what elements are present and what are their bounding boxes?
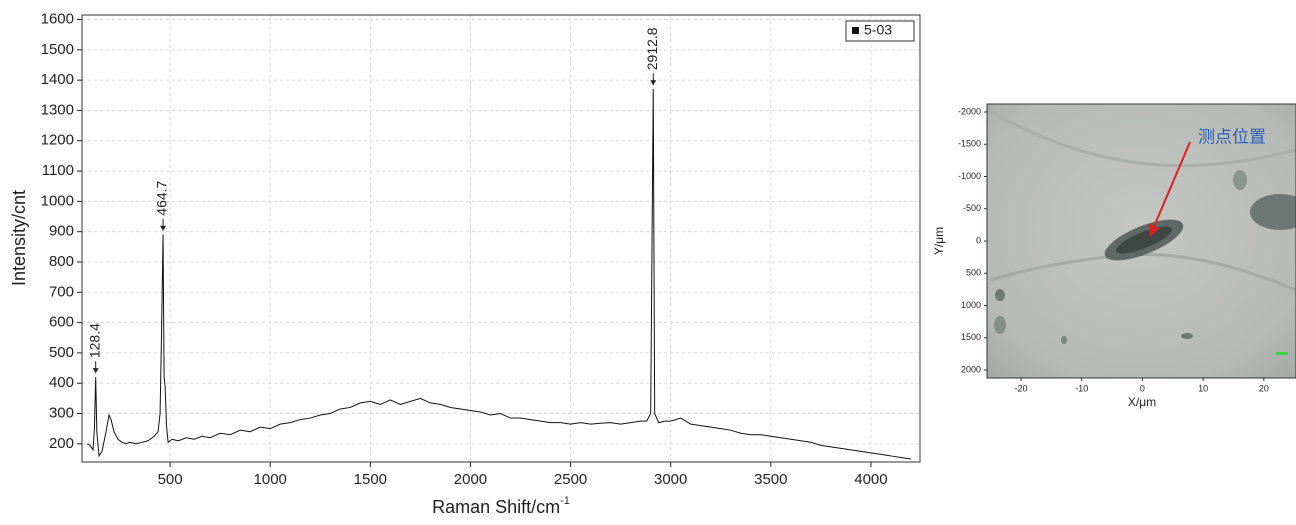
y-tick-label: 1600 bbox=[41, 11, 74, 28]
x-tick-label: 3500 bbox=[754, 471, 787, 488]
y-tick-label: 900 bbox=[49, 223, 74, 240]
x-axis-label: Raman Shift/cm-1 bbox=[432, 495, 570, 517]
y-tick-label: 400 bbox=[49, 374, 74, 391]
y-tick-label: -1000 bbox=[958, 171, 981, 181]
y-tick-label: 1400 bbox=[41, 71, 74, 88]
y-tick-label: 0 bbox=[976, 235, 981, 245]
peak-label: 128.4 bbox=[86, 323, 102, 358]
peak-arrowhead bbox=[92, 368, 99, 374]
y-tick-label: 200 bbox=[49, 435, 74, 452]
legend: 5-03 bbox=[845, 20, 915, 42]
peak-label: 2912.8 bbox=[644, 27, 660, 70]
y-tick-label: 1100 bbox=[42, 162, 74, 179]
y-tick-label: 300 bbox=[49, 404, 74, 421]
y-axis-label: Intensity/cnt bbox=[9, 190, 29, 286]
legend-label: 5-03 bbox=[864, 22, 892, 38]
x-tick-label: 1000 bbox=[254, 471, 287, 488]
plot-frame bbox=[81, 14, 921, 463]
y-tick-label: 800 bbox=[49, 253, 74, 270]
spectrum-line bbox=[86, 89, 912, 460]
peak-label: 464.7 bbox=[154, 180, 170, 215]
y-tick-label: 500 bbox=[966, 268, 981, 278]
x-tick-label: 20 bbox=[1259, 383, 1269, 393]
y-tick-label: -500 bbox=[963, 203, 981, 213]
y-tick-label: 700 bbox=[49, 283, 74, 300]
y-tick-label: -2000 bbox=[958, 106, 981, 116]
y-tick-label: 1000 bbox=[41, 192, 74, 209]
x-axis-label: X/μm bbox=[1128, 395, 1156, 409]
x-tick-label: 1500 bbox=[354, 471, 387, 488]
y-tick-label: 600 bbox=[49, 314, 74, 331]
y-tick-label: 500 bbox=[49, 344, 74, 361]
y-tick-label: -1500 bbox=[958, 139, 981, 149]
y-tick-label: 1500 bbox=[41, 41, 74, 58]
y-tick-label: 1200 bbox=[41, 132, 74, 149]
x-tick-label: 2500 bbox=[554, 471, 587, 488]
y-tick-label: 1500 bbox=[961, 332, 981, 342]
pointer-arrow bbox=[1148, 141, 1191, 238]
x-tick-label: -20 bbox=[1014, 383, 1027, 393]
x-axis-label-text: Raman Shift/cm bbox=[432, 497, 560, 517]
peak-arrowhead bbox=[160, 225, 167, 231]
y-axis-label: Y/μm bbox=[932, 227, 946, 255]
x-tick-label: 500 bbox=[158, 471, 183, 488]
micrograph bbox=[987, 104, 1296, 378]
legend-box bbox=[845, 20, 915, 42]
y-tick-label: 1300 bbox=[41, 101, 74, 118]
y-tick-label: 2000 bbox=[961, 364, 981, 374]
x-tick-label: 3000 bbox=[654, 471, 687, 488]
x-tick-label: 2000 bbox=[454, 471, 487, 488]
x-tick-label: -10 bbox=[1075, 383, 1088, 393]
peak-arrowhead bbox=[650, 80, 657, 86]
legend-swatch bbox=[852, 27, 859, 34]
x-tick-label: 0 bbox=[1140, 383, 1145, 393]
annotation: 测点位置 bbox=[1198, 127, 1266, 146]
x-tick-label: 4000 bbox=[854, 471, 887, 488]
x-tick-label: 10 bbox=[1198, 383, 1208, 393]
y-tick-label: 1000 bbox=[961, 300, 981, 310]
x-axis-label-sup: -1 bbox=[560, 495, 570, 507]
